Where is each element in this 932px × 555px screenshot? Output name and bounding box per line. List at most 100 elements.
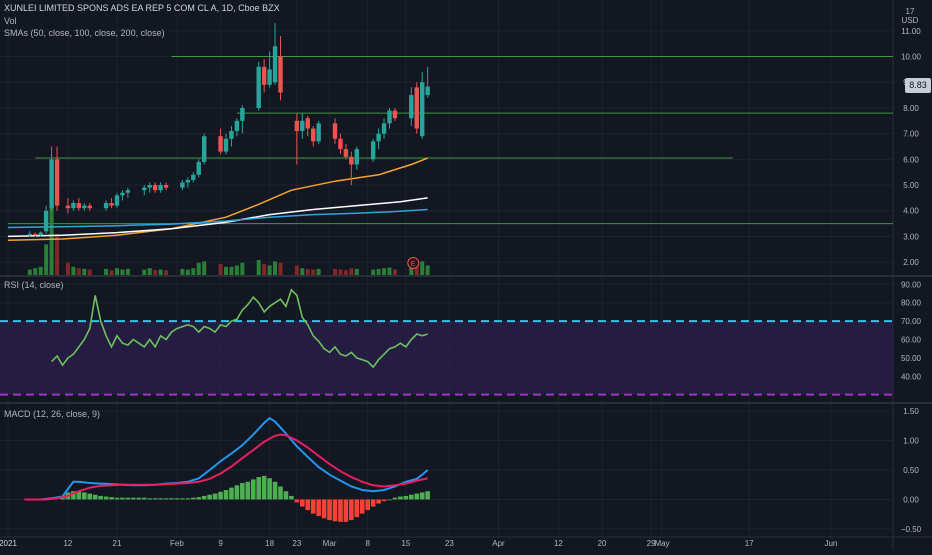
macd-axis-label: 0.50 bbox=[903, 466, 919, 475]
candle-body bbox=[387, 110, 392, 124]
volume-bar bbox=[414, 262, 419, 275]
macd-histogram-bar bbox=[229, 487, 234, 500]
macd-axis-label: 1.00 bbox=[903, 437, 919, 446]
sma-line bbox=[7, 157, 428, 242]
macd-histogram-bar bbox=[141, 497, 147, 500]
volume-bar bbox=[224, 266, 228, 275]
macd-axis-label: 1.50 bbox=[903, 407, 919, 416]
candle-body bbox=[223, 138, 229, 152]
candle-body bbox=[103, 203, 109, 209]
macd-histogram-bar bbox=[370, 499, 376, 507]
price-axis-label: 10.00 bbox=[901, 53, 922, 62]
candle-body bbox=[109, 203, 114, 206]
macd-histogram-bar bbox=[256, 477, 261, 500]
macd-histogram-bar bbox=[163, 498, 169, 500]
rsi-label: RSI (14, close) bbox=[4, 280, 64, 290]
macd-histogram-bar bbox=[185, 498, 191, 500]
macd-histogram-bar bbox=[289, 495, 294, 500]
volume-bar bbox=[109, 270, 114, 275]
candle-body bbox=[43, 210, 49, 232]
volume-bar bbox=[202, 261, 207, 275]
volume-bar bbox=[234, 265, 239, 275]
macd-histogram-bar bbox=[283, 491, 289, 500]
rsi-axis-label: 50.00 bbox=[901, 354, 922, 363]
rsi-axis-label: 80.00 bbox=[901, 299, 922, 308]
macd-histogram-bar bbox=[294, 499, 300, 503]
candle-body bbox=[272, 46, 278, 83]
candle-body bbox=[180, 182, 185, 188]
macd-histogram-bar bbox=[376, 499, 381, 504]
macd-histogram-bar bbox=[240, 482, 245, 500]
volume-bar bbox=[38, 266, 43, 275]
volume-bar bbox=[311, 269, 316, 275]
candle-body bbox=[311, 128, 316, 142]
volume-bar bbox=[76, 268, 81, 275]
candle-body bbox=[33, 233, 38, 236]
macd-histogram-bar bbox=[147, 498, 152, 500]
time-axis-label: May bbox=[654, 539, 669, 548]
candle-body bbox=[38, 232, 43, 236]
macd-histogram-bar bbox=[414, 493, 420, 500]
time-axis-label: 12 bbox=[63, 539, 72, 548]
macd-histogram-bar bbox=[103, 496, 109, 500]
candle-body bbox=[316, 123, 321, 142]
time-axis-label: 17 bbox=[745, 539, 754, 548]
candle-body bbox=[256, 66, 261, 108]
candle-body bbox=[294, 120, 300, 132]
candle-body bbox=[354, 149, 359, 165]
candle-body bbox=[87, 205, 92, 209]
volume-bar bbox=[71, 266, 76, 275]
macd-histogram-bar bbox=[387, 499, 392, 501]
time-axis-label: 9 bbox=[218, 539, 223, 548]
price-axis-label: 6.00 bbox=[903, 155, 919, 164]
time-axis-label: 23 bbox=[445, 539, 454, 548]
volume-bar bbox=[142, 269, 147, 275]
earnings-marker bbox=[407, 257, 420, 269]
volume-bar bbox=[316, 268, 321, 275]
volume-bar bbox=[392, 269, 397, 275]
volume-bar bbox=[256, 260, 261, 275]
macd-label: MACD (12, 26, close, 9) bbox=[4, 409, 101, 419]
candle-body bbox=[49, 159, 54, 209]
time-axis-label: Mar bbox=[323, 539, 337, 548]
macd-histogram-bar bbox=[158, 498, 163, 500]
volume-bar bbox=[87, 269, 92, 275]
symbol-title: XUNLEI LIMITED SPONS ADS EA REP 5 COM CL… bbox=[4, 3, 280, 13]
volume-bar bbox=[382, 268, 387, 275]
macd-histogram-bar bbox=[218, 491, 223, 500]
macd-histogram-bar bbox=[425, 491, 430, 500]
volume-bar bbox=[180, 268, 185, 275]
volume-bar bbox=[376, 268, 381, 275]
time-axis-label: 15 bbox=[401, 539, 410, 548]
macd-histogram-bar bbox=[136, 497, 142, 500]
macd-histogram-bar bbox=[82, 492, 87, 500]
macd-axis-label: −0.50 bbox=[901, 525, 922, 534]
macd-histogram-bar bbox=[207, 494, 212, 500]
macd-histogram-bar bbox=[327, 499, 332, 521]
macd-histogram-bar bbox=[343, 499, 349, 522]
candle-body bbox=[338, 138, 343, 150]
candle-body bbox=[158, 185, 163, 191]
candle-body bbox=[142, 187, 147, 191]
macd-histogram-bar bbox=[381, 499, 387, 502]
volume-bar bbox=[333, 268, 337, 275]
macd-histogram-bar bbox=[180, 498, 185, 500]
volume-bar bbox=[115, 268, 119, 275]
candle-body bbox=[82, 205, 87, 209]
volume-bar bbox=[158, 269, 163, 275]
macd-histogram-bar bbox=[392, 497, 398, 500]
volume-bar bbox=[371, 269, 376, 275]
macd-histogram-bar bbox=[338, 499, 343, 522]
macd-histogram-bar bbox=[349, 499, 354, 521]
volume-bar bbox=[267, 265, 272, 275]
candle-body bbox=[152, 185, 158, 191]
volume-bar bbox=[294, 265, 299, 275]
price-axis-label: 2.00 bbox=[903, 258, 919, 267]
macd-histogram-bar bbox=[131, 497, 136, 500]
macd-histogram-bar bbox=[109, 497, 114, 500]
time-axis-label: Apr bbox=[492, 539, 505, 548]
rsi-axis-label: 40.00 bbox=[901, 372, 922, 381]
price-axis-label: 5.00 bbox=[903, 181, 919, 190]
